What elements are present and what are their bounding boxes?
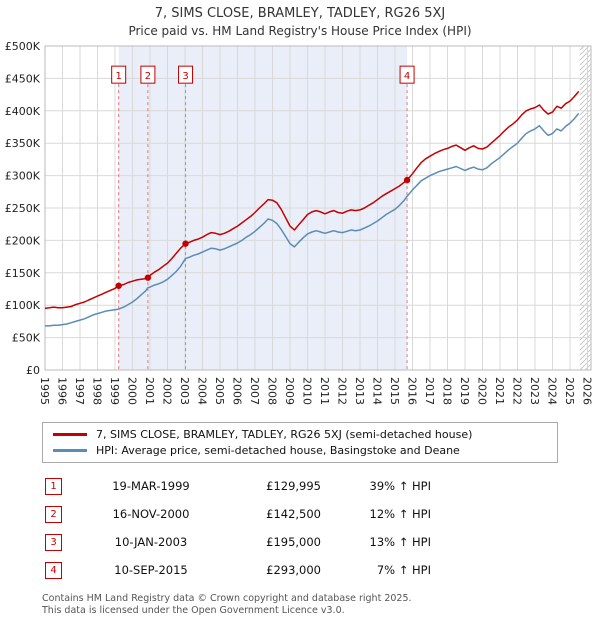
license-line-1: Contains HM Land Registry data © Crown c… bbox=[42, 593, 412, 604]
svg-text:2002: 2002 bbox=[161, 377, 174, 405]
svg-text:2004: 2004 bbox=[196, 377, 209, 405]
sale-number-badge: 2 bbox=[45, 505, 62, 523]
sale-price: £129,995 bbox=[266, 479, 321, 493]
svg-text:2007: 2007 bbox=[248, 377, 261, 405]
svg-text:2010: 2010 bbox=[301, 377, 314, 405]
page-subtitle: Price paid vs. HM Land Registry's House … bbox=[128, 24, 472, 38]
sale-number-badge: 4 bbox=[45, 561, 62, 579]
svg-text:2020: 2020 bbox=[476, 377, 489, 405]
sale-vs-hpi: 7% ↑ HPI bbox=[376, 563, 431, 577]
sale-row: 4 10-SEP-2015 £293,000 7% ↑ HPI bbox=[45, 556, 600, 584]
sale-price: £293,000 bbox=[266, 563, 321, 577]
sale-date: 16-NOV-2000 bbox=[112, 507, 190, 521]
sale-row: 3 10-JAN-2003 £195,000 13% ↑ HPI bbox=[45, 528, 600, 556]
svg-text:2006: 2006 bbox=[231, 377, 244, 405]
sale-date: 19-MAR-1999 bbox=[112, 479, 190, 493]
sales-table: 1 19-MAR-1999 £129,995 39% ↑ HPI 2 16-NO… bbox=[45, 472, 600, 584]
svg-text:2025: 2025 bbox=[563, 377, 576, 405]
svg-text:£250K: £250K bbox=[5, 202, 41, 215]
svg-text:2014: 2014 bbox=[371, 377, 384, 405]
sale-row: 1 19-MAR-1999 £129,995 39% ↑ HPI bbox=[45, 472, 600, 500]
svg-text:2016: 2016 bbox=[406, 377, 419, 405]
svg-text:2019: 2019 bbox=[458, 377, 471, 405]
svg-text:2012: 2012 bbox=[336, 377, 349, 405]
property-line-swatch bbox=[53, 433, 87, 436]
svg-text:2015: 2015 bbox=[388, 377, 401, 405]
sale-row: 2 16-NOV-2000 £142,500 12% ↑ HPI bbox=[45, 500, 600, 528]
svg-text:2008: 2008 bbox=[266, 377, 279, 405]
svg-text:2011: 2011 bbox=[318, 377, 331, 405]
page-title: 7, SIMS CLOSE, BRAMLEY, TADLEY, RG26 5XJ bbox=[154, 6, 446, 21]
svg-text:1999: 1999 bbox=[108, 377, 121, 405]
legend: 7, SIMS CLOSE, BRAMLEY, TADLEY, RG26 5XJ… bbox=[42, 422, 558, 463]
sale-vs-hpi: 12% ↑ HPI bbox=[369, 507, 431, 521]
svg-text:1997: 1997 bbox=[73, 377, 86, 405]
svg-text:£0: £0 bbox=[26, 364, 40, 377]
svg-text:1996: 1996 bbox=[56, 377, 69, 405]
license-footer: Contains HM Land Registry data © Crown c… bbox=[42, 593, 600, 618]
svg-text:£400K: £400K bbox=[5, 105, 41, 118]
svg-text:2: 2 bbox=[145, 71, 151, 82]
sale-number-badge: 3 bbox=[45, 533, 62, 551]
sale-vs-hpi: 13% ↑ HPI bbox=[369, 535, 431, 549]
chart-header: 7, SIMS CLOSE, BRAMLEY, TADLEY, RG26 5XJ… bbox=[0, 0, 600, 38]
sale-date: 10-SEP-2015 bbox=[114, 563, 188, 577]
svg-text:4: 4 bbox=[404, 71, 410, 82]
hpi-line-label: HPI: Average price, semi-detached house,… bbox=[96, 444, 460, 457]
price-history-chart: 1 2 3 4 £0 £50K £100K £150K £200K £250K £300K £350K… bbox=[0, 40, 600, 420]
svg-text:£450K: £450K bbox=[5, 72, 41, 85]
property-line-label: 7, SIMS CLOSE, BRAMLEY, TADLEY, RG26 5XJ… bbox=[96, 428, 473, 441]
svg-text:£300K: £300K bbox=[5, 170, 41, 183]
svg-text:2009: 2009 bbox=[283, 377, 296, 405]
svg-text:3: 3 bbox=[182, 71, 188, 82]
svg-text:2003: 2003 bbox=[178, 377, 191, 405]
svg-text:2024: 2024 bbox=[546, 377, 559, 405]
legend-item-hpi: HPI: Average price, semi-detached house,… bbox=[53, 445, 547, 456]
svg-text:1995: 1995 bbox=[38, 377, 51, 405]
svg-text:2017: 2017 bbox=[423, 377, 436, 405]
legend-item-property: 7, SIMS CLOSE, BRAMLEY, TADLEY, RG26 5XJ… bbox=[53, 429, 547, 440]
hpi-line-swatch bbox=[53, 449, 87, 452]
svg-text:£150K: £150K bbox=[5, 267, 41, 280]
svg-text:2018: 2018 bbox=[441, 377, 454, 405]
svg-text:1998: 1998 bbox=[91, 377, 104, 405]
svg-text:2000: 2000 bbox=[126, 377, 139, 405]
svg-text:£350K: £350K bbox=[5, 137, 41, 150]
svg-text:2001: 2001 bbox=[143, 377, 156, 405]
sale-price: £142,500 bbox=[266, 507, 321, 521]
sale-price: £195,000 bbox=[266, 535, 321, 549]
sale-number-badge: 1 bbox=[45, 477, 62, 495]
svg-text:2026: 2026 bbox=[581, 377, 594, 405]
svg-text:2005: 2005 bbox=[213, 377, 226, 405]
svg-text:£50K: £50K bbox=[12, 332, 41, 345]
svg-text:2021: 2021 bbox=[493, 377, 506, 405]
sale-vs-hpi: 39% ↑ HPI bbox=[369, 479, 431, 493]
svg-text:2023: 2023 bbox=[528, 377, 541, 405]
svg-text:2013: 2013 bbox=[353, 377, 366, 405]
svg-text:2022: 2022 bbox=[511, 377, 524, 405]
svg-text:£500K: £500K bbox=[5, 40, 41, 53]
svg-text:£200K: £200K bbox=[5, 234, 41, 247]
svg-text:£100K: £100K bbox=[5, 299, 41, 312]
svg-text:1: 1 bbox=[115, 71, 121, 82]
license-line-2: This data is licensed under the Open Gov… bbox=[42, 605, 345, 617]
sale-date: 10-JAN-2003 bbox=[114, 535, 188, 549]
